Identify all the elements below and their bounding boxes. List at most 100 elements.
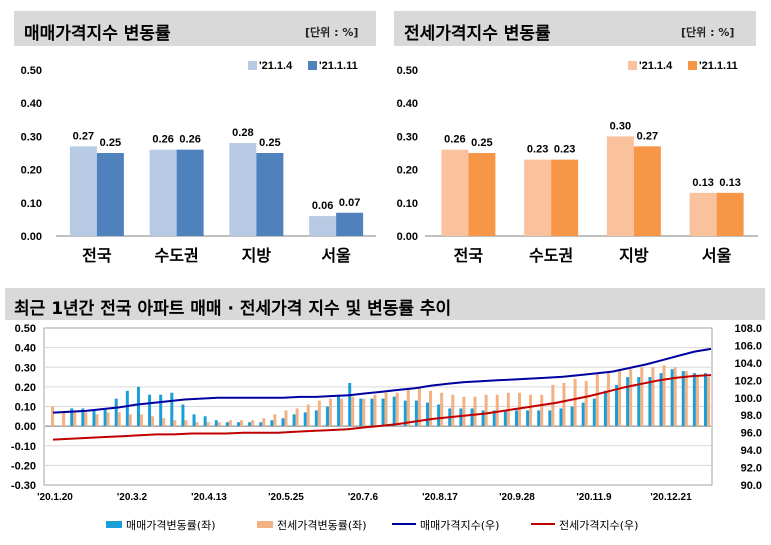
jeonse-bar-1-0 <box>524 159 552 236</box>
sale-label-3-1: 0.07 <box>339 197 360 209</box>
sale-change-bar-chart: 0.000.100.200.300.400.50 0.270.25 0.26 0.2… <box>21 60 376 265</box>
trend-bar-0-6 <box>136 386 140 427</box>
trend-left-tick-6: 0.30 <box>15 362 36 374</box>
trend-bar-0-47 <box>592 398 596 427</box>
jeonse-category-0: 전국 <box>454 246 484 265</box>
jeonse-bar-0-1 <box>468 153 496 236</box>
sale-ytick-5: 0.50 <box>21 65 42 77</box>
trend-bar-1-52 <box>629 369 633 427</box>
jeonse-legend: '21.1.4 '21.1.11 <box>628 60 738 72</box>
trend-bar-1-22 <box>295 408 299 427</box>
trend-bar-0-19 <box>281 418 285 427</box>
trend-right-tick-7: 104.0 <box>734 358 762 370</box>
trend-bar-0-17 <box>259 422 263 427</box>
trend-bar-1-3 <box>84 412 88 427</box>
trend-bar-0-18 <box>270 420 274 427</box>
trend-bar-1-30 <box>384 392 388 427</box>
sale-label-0-1: 0.25 <box>100 137 121 149</box>
sale-bar-3-0 <box>309 216 337 236</box>
trend-bar-1-35 <box>440 392 444 427</box>
trend-bar-1-13 <box>195 422 199 427</box>
sale-y-ticks: 0.00 0.10 0.20 0.30 0.40 0.50 <box>21 65 42 243</box>
trend-bar-0-27 <box>370 398 374 427</box>
trend-bar-0-8 <box>159 394 163 427</box>
trend-right-tick-6: 102.0 <box>734 375 762 387</box>
trend-xtick-7: '20.11.9 <box>576 492 612 503</box>
jeonse-ytick-0: 0.00 <box>397 231 418 243</box>
jeonse-change-bar-chart: 0.000.100.200.300.400.50 0.26 0.250.23 0.2… <box>397 60 758 265</box>
sale-label-0-0: 0.27 <box>73 130 94 142</box>
trend-legend-label-1: 전세가격변동률(좌) <box>277 519 367 532</box>
trend-bar-0-41 <box>526 410 530 427</box>
trend-bar-1-45 <box>551 384 555 427</box>
trend-bar-0-52 <box>648 377 652 427</box>
sale-bar-1-1 <box>176 149 204 236</box>
trend-bar-1-40 <box>495 394 499 427</box>
trend-bar-0-25 <box>348 382 352 427</box>
sale-legend-label-1: '21.1.11 <box>319 60 358 72</box>
sale-bar-2-1 <box>256 153 284 236</box>
trend-right-tick-3: 96.0 <box>741 428 762 440</box>
jeonse-panel-header <box>394 11 756 46</box>
trend-bar-0-39 <box>503 410 507 427</box>
trend-bar-1-4 <box>95 414 99 427</box>
trend-bar-1-56 <box>673 367 677 427</box>
trend-bar-0-22 <box>314 410 318 427</box>
trend-bar-1-9 <box>151 416 155 427</box>
trend-xtick-4: '20.7.6 <box>348 492 379 503</box>
trend-left-tick-8: 0.50 <box>15 323 36 335</box>
trend-bar-1-34 <box>429 390 433 427</box>
trend-bar-1-36 <box>451 394 455 427</box>
trend-bar-1-50 <box>606 371 610 427</box>
sale-categories: 전국 수도권 지방 서울 <box>82 246 351 265</box>
trend-bar-1-58 <box>695 375 699 427</box>
trend-right-ticks: 90.0 92.0 94.0 96.0 98.0 100.0 102.0 104.0 106.0… <box>734 323 762 492</box>
trend-xtick-1: '20.3.2 <box>117 492 148 503</box>
sale-bar-2-0 <box>229 143 257 236</box>
trend-bar-1-1 <box>62 412 66 427</box>
trend-bar-1-18 <box>251 420 255 427</box>
trend-plot-frame <box>43 327 713 486</box>
sale-ytick-0: 0.00 <box>21 231 42 243</box>
jeonse-chart-title: 전세가격지수 변동률 <box>404 24 551 44</box>
trend-bar-1-7 <box>128 414 132 427</box>
trend-bar-0-54 <box>670 369 674 427</box>
sale-panel-header <box>14 11 376 46</box>
trend-line-0 <box>52 347 712 414</box>
trend-bar-0-42 <box>537 410 541 427</box>
trend-bar-0-7 <box>148 394 152 427</box>
sale-category-3: 서울 <box>321 246 351 265</box>
sale-bar-0-1 <box>96 153 124 236</box>
trend-bar-1-42 <box>517 392 521 427</box>
trend-left-tick-4: 0.10 <box>15 402 36 414</box>
jeonse-legend-label-1: '21.1.11 <box>699 60 738 72</box>
trend-bar-1-55 <box>662 365 666 427</box>
trend-bar-0-2 <box>92 410 96 427</box>
trend-left-tick-5: 0.20 <box>15 382 36 394</box>
trend-bar-0-0 <box>70 408 74 427</box>
trend-bar-1-47 <box>573 379 577 427</box>
trend-right-tick-8: 106.0 <box>734 340 762 352</box>
trend-bar-0-32 <box>426 402 430 427</box>
trend-bar-1-37 <box>462 396 466 427</box>
trend-xtick-6: '20.9.28 <box>499 492 535 503</box>
trend-bar-0-44 <box>559 408 563 427</box>
jeonse-legend-swatch-1 <box>688 61 697 70</box>
jeonse-category-1: 수도권 <box>529 246 573 265</box>
jeonse-legend-swatch-0 <box>628 61 637 70</box>
trend-bar-1-59 <box>707 377 710 427</box>
trend-bar-0-56 <box>692 373 696 427</box>
trend-bar-1-51 <box>618 369 622 427</box>
trend-bar-0-38 <box>492 410 496 427</box>
trend-right-tick-1: 92.0 <box>741 463 762 475</box>
trend-legend: 매매가격변동률(좌) 전세가격변동률(좌) 매매가격지수(우) 전세가격지수(우) <box>106 519 638 532</box>
sale-category-1: 수도권 <box>155 246 199 265</box>
trend-bar-1-11 <box>173 420 177 427</box>
trend-bar-1-0 <box>51 406 54 427</box>
trend-right-tick-4: 98.0 <box>741 410 762 422</box>
trend-bar-0-15 <box>237 422 241 427</box>
trend-bar-1-16 <box>228 420 232 427</box>
trend-bar-1-31 <box>395 392 399 427</box>
jeonse-label-3-1: 0.13 <box>719 177 740 189</box>
